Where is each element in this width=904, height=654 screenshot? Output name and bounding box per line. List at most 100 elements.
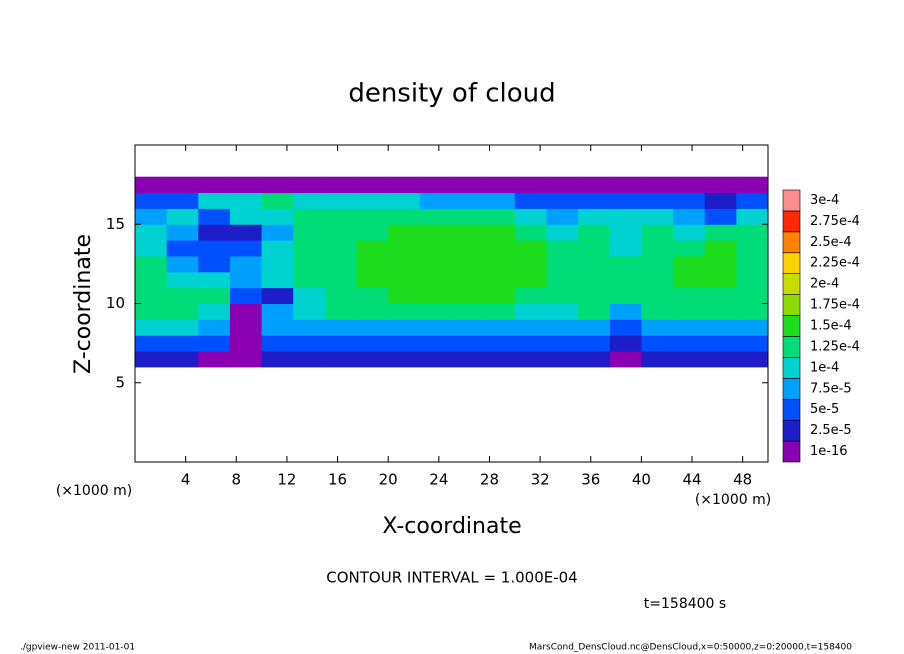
cell	[229, 271, 263, 289]
cell	[293, 208, 326, 225]
cell	[419, 319, 452, 336]
cell	[356, 335, 389, 352]
cell	[229, 335, 263, 352]
cell	[546, 255, 579, 273]
cell	[324, 192, 358, 209]
cell	[641, 335, 674, 352]
cell	[166, 303, 199, 320]
cell	[261, 224, 294, 241]
cell	[578, 319, 611, 336]
cell	[135, 208, 168, 225]
cell	[388, 319, 421, 336]
cell	[609, 240, 642, 257]
cell	[198, 335, 231, 352]
x-tick-label: 20	[379, 471, 398, 489]
cell	[483, 335, 516, 352]
cell	[704, 351, 737, 368]
cell	[451, 287, 484, 304]
cell	[229, 319, 263, 336]
cell	[673, 271, 706, 289]
colorbar-swatch	[782, 336, 801, 358]
cell	[419, 176, 452, 194]
cell	[135, 176, 168, 194]
cell	[135, 240, 168, 257]
cell	[419, 255, 452, 273]
cell	[261, 319, 294, 336]
cell	[135, 192, 168, 209]
cell	[229, 208, 263, 225]
cell	[578, 351, 611, 368]
cell	[609, 208, 642, 225]
cell	[736, 271, 769, 289]
cell	[356, 351, 389, 368]
x-axis-label: X-coordinate	[382, 514, 521, 539]
cell	[135, 287, 168, 304]
cell	[578, 240, 611, 257]
cell	[419, 335, 452, 352]
colorbar-swatch	[782, 273, 801, 295]
cell	[483, 255, 516, 273]
colorbar-label: 3e-4	[810, 193, 839, 208]
cell	[229, 303, 263, 320]
cell	[198, 319, 231, 336]
cell	[483, 271, 516, 289]
cell	[198, 351, 231, 368]
cell	[419, 303, 452, 320]
colorbar-label: 7.5e-5	[810, 381, 852, 396]
cell	[483, 351, 516, 368]
cell	[229, 351, 263, 368]
cell	[736, 224, 769, 241]
cell	[135, 351, 168, 368]
cell	[419, 224, 452, 241]
cell	[293, 176, 326, 194]
cell	[704, 240, 737, 257]
cell	[641, 208, 674, 225]
cell	[356, 303, 389, 320]
cell	[166, 176, 199, 194]
cell	[419, 192, 452, 209]
cell	[261, 351, 294, 368]
cell	[198, 192, 231, 209]
cell	[578, 192, 611, 209]
cell	[261, 303, 294, 320]
cell	[388, 192, 421, 209]
cell	[229, 240, 263, 257]
y-axis-label: Z-coordinate	[71, 234, 96, 374]
x-tick-label: 4	[181, 471, 191, 489]
y-tick-label: 10	[106, 294, 125, 312]
cell	[546, 303, 579, 320]
cell	[198, 271, 231, 289]
x-tick-label: 24	[429, 471, 448, 489]
colorbar-swatch	[782, 398, 801, 421]
cell	[356, 271, 389, 289]
cell	[166, 287, 199, 304]
cell	[388, 303, 421, 320]
cell	[451, 240, 484, 257]
cell	[514, 240, 547, 257]
x-tick-label: 40	[632, 471, 651, 489]
cell	[736, 351, 769, 368]
colorbar-label: 5e-5	[810, 402, 839, 417]
cell	[198, 255, 231, 273]
cell	[609, 176, 642, 194]
cell	[293, 303, 326, 320]
cell	[356, 287, 389, 304]
x-tick-label: 32	[531, 471, 550, 489]
cell	[514, 335, 547, 352]
cell	[483, 208, 516, 225]
cell	[324, 287, 358, 304]
colorbar-label: 2.5e-4	[810, 235, 852, 250]
cell	[293, 240, 326, 257]
cell	[736, 303, 769, 320]
cell	[673, 351, 706, 368]
contour-note: CONTOUR INTERVAL = 1.000E-04	[326, 569, 577, 587]
cell	[261, 255, 294, 273]
cell	[135, 255, 168, 273]
cell	[293, 255, 326, 273]
cell	[388, 224, 421, 241]
cell	[514, 319, 547, 336]
cell	[419, 351, 452, 368]
cell	[451, 303, 484, 320]
cell	[166, 271, 199, 289]
colorbar-label: 2.5e-5	[810, 423, 852, 438]
